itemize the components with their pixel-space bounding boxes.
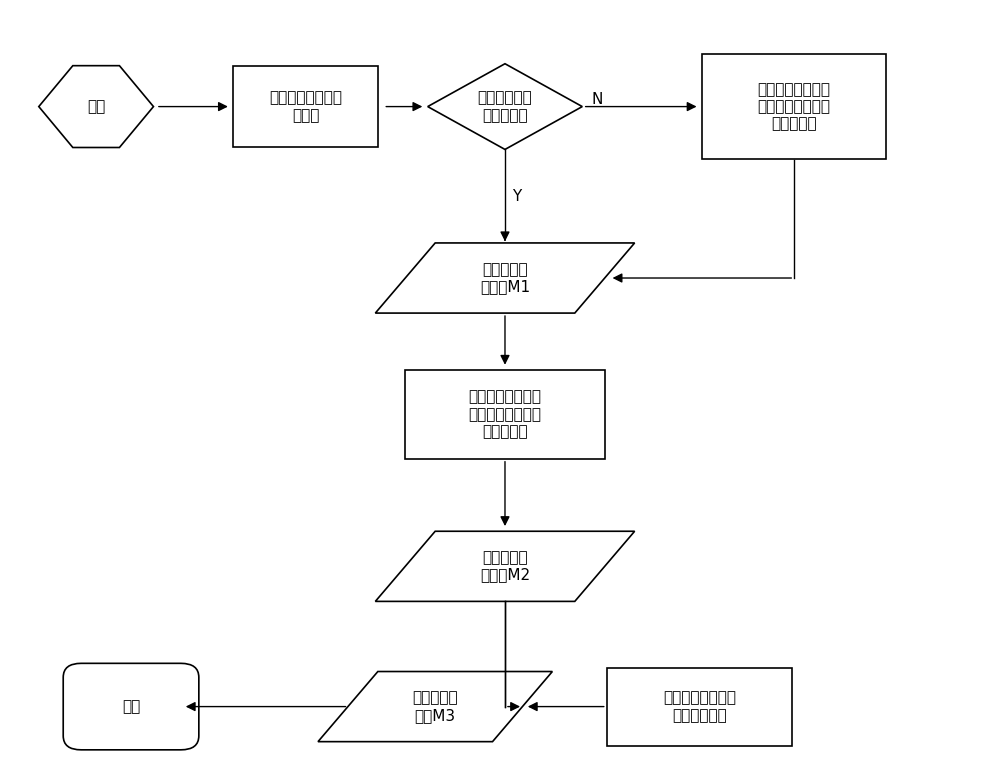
Bar bbox=[607, 668, 792, 745]
Text: 得到待优化
码集合M2: 得到待优化 码集合M2 bbox=[480, 550, 530, 583]
Polygon shape bbox=[39, 66, 153, 148]
Text: 结束: 结束 bbox=[122, 699, 140, 714]
Text: 得到待优化
码集合M1: 得到待优化 码集合M1 bbox=[480, 262, 530, 294]
Text: 开始: 开始 bbox=[87, 99, 105, 114]
Polygon shape bbox=[318, 672, 552, 741]
Bar bbox=[702, 54, 886, 160]
Text: 用基于累积概率的
阈值设定算法进行
第一步优化: 用基于累积概率的 阈值设定算法进行 第一步优化 bbox=[468, 389, 541, 439]
Polygon shape bbox=[375, 531, 635, 601]
Text: 以平衡性和最大奇
偶自相关旁瓣为指
标进行截断: 以平衡性和最大奇 偶自相关旁瓣为指 标进行截断 bbox=[758, 81, 831, 131]
Polygon shape bbox=[428, 63, 582, 149]
Bar bbox=[233, 66, 378, 148]
Text: 码长是否为所
需要的码长: 码长是否为所 需要的码长 bbox=[478, 91, 532, 123]
Text: N: N bbox=[592, 92, 603, 107]
Text: Y: Y bbox=[512, 188, 521, 203]
Text: 生成某一码型的基
本码族: 生成某一码型的基 本码族 bbox=[269, 91, 342, 123]
Text: 得到最终码
集合M3: 得到最终码 集合M3 bbox=[412, 691, 458, 723]
Polygon shape bbox=[375, 243, 635, 313]
Text: 用增量构建算法进
行第二步优化: 用增量构建算法进 行第二步优化 bbox=[663, 691, 736, 723]
FancyBboxPatch shape bbox=[63, 663, 199, 750]
Bar bbox=[405, 370, 605, 459]
